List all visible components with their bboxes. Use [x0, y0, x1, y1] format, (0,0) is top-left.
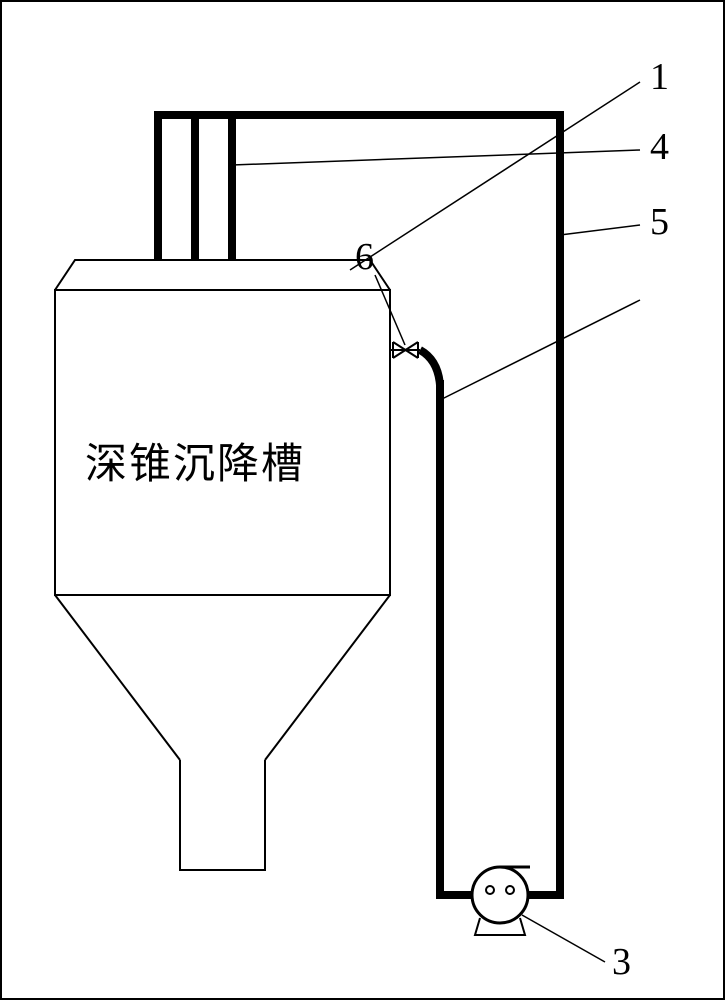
tank-outlet — [180, 760, 265, 870]
callout-label-5: 5 — [650, 200, 669, 244]
callout-line-6b — [440, 300, 640, 400]
engineering-diagram — [0, 0, 725, 1000]
tank-top — [55, 260, 390, 290]
callout-line-4 — [232, 150, 640, 165]
callout-line-3 — [522, 915, 605, 962]
callout-label-3: 3 — [612, 940, 631, 984]
callout-label-6: 6 — [355, 235, 374, 279]
callout-label-1: 1 — [650, 55, 669, 99]
pump-icon — [472, 867, 530, 935]
callout-line-5 — [560, 225, 640, 235]
return-pipe-bend — [420, 350, 440, 385]
tank-cone — [55, 595, 390, 760]
callout-line-1 — [350, 82, 640, 270]
callout-label-4: 4 — [650, 125, 669, 169]
tank-label: 深锥沉降槽 — [85, 430, 305, 491]
